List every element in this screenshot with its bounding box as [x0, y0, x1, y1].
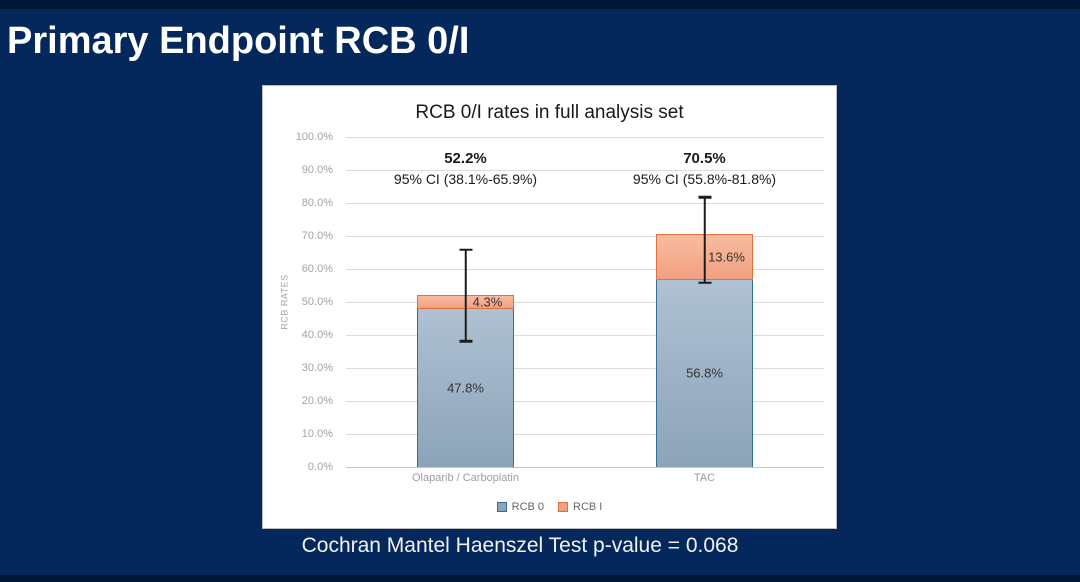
bar-total-label: 52.2%: [444, 150, 487, 167]
error-bar: [703, 197, 706, 283]
error-bar-cap: [698, 195, 711, 199]
gridline: [346, 401, 824, 402]
gridline: [346, 269, 824, 270]
bar-ci-label: 95% CI (38.1%-65.9%): [393, 171, 538, 187]
gridline: [346, 467, 824, 468]
legend-item: RCB 0: [496, 501, 545, 513]
x-axis-labels: Olaparib / Carboplatin TAC: [263, 472, 836, 488]
x-tick-label: TAC: [693, 472, 716, 484]
y-tick-label: 40.0%: [301, 329, 333, 341]
y-tick-label: 90.0%: [301, 164, 333, 176]
y-tick-label: 60.0%: [301, 263, 333, 275]
error-bar: [464, 249, 467, 342]
gridline: [346, 137, 824, 138]
chart-title: RCB 0/I rates in full analysis set: [415, 102, 684, 123]
y-tick-label: 0.0%: [307, 461, 333, 473]
error-bar-cap: [459, 340, 472, 343]
bar-annotation: 52.2% 95% CI (38.1%-65.9%): [346, 149, 586, 189]
y-tick-label: 10.0%: [301, 428, 333, 440]
plot-area: 47.8% 4.3% 52.2% 95% CI (38.1%-65.9%) 56.8% 1…: [346, 137, 825, 468]
gridline: [346, 236, 824, 237]
bar-segment-label: 4.3%: [472, 294, 503, 310]
y-axis-labels: 0.0% 10.0% 20.0% 30.0% 40.0% 50.0% 60.0% 70.0% 8…: [263, 131, 339, 473]
y-tick-label: 100.0%: [295, 131, 333, 143]
legend-swatch-rcb-i: [558, 502, 569, 512]
y-tick-label: 70.0%: [301, 230, 333, 242]
gridline: [346, 368, 824, 369]
gridline: [346, 434, 824, 435]
bar-ci-label: 95% CI (55.8%-81.8%): [632, 171, 777, 187]
legend-label: RCB 0: [511, 501, 545, 513]
bar-segment-rcb-0: [656, 279, 753, 467]
bar-segment-label: 47.8%: [447, 380, 484, 396]
bar-segment-label: 13.6%: [708, 249, 745, 265]
y-tick-label: 20.0%: [301, 395, 333, 407]
bar-segment-label: 56.8%: [686, 365, 723, 381]
chart-panel: RCB 0/I rates in full analysis set RCB R…: [262, 85, 837, 529]
legend-label: RCB I: [573, 501, 603, 513]
gridline: [346, 302, 824, 303]
y-tick-label: 50.0%: [301, 296, 333, 308]
slide-top-edge: [0, 0, 1080, 9]
bar-total-label: 70.5%: [683, 150, 726, 167]
bar-annotation: 70.5% 95% CI (55.8%-81.8%): [585, 149, 825, 189]
legend-item: RCB I: [558, 501, 602, 513]
x-tick-label: Olaparib / Carboplatin: [411, 472, 520, 484]
p-value-caption: Cochran Mantel Haenszel Test p-value = 0…: [301, 534, 739, 557]
legend: RCB 0 RCB I: [263, 501, 836, 513]
gridline: [346, 203, 824, 204]
y-tick-label: 30.0%: [301, 362, 333, 374]
y-tick-label: 80.0%: [301, 197, 333, 209]
slide-bottom-edge: [0, 575, 1080, 582]
error-bar-cap: [698, 281, 711, 285]
gridline: [346, 335, 824, 336]
slide-title: Primary Endpoint RCB 0/I: [7, 20, 470, 62]
legend-swatch-rcb-0: [496, 502, 507, 512]
error-bar-cap: [459, 248, 472, 251]
gridline: [346, 170, 824, 171]
